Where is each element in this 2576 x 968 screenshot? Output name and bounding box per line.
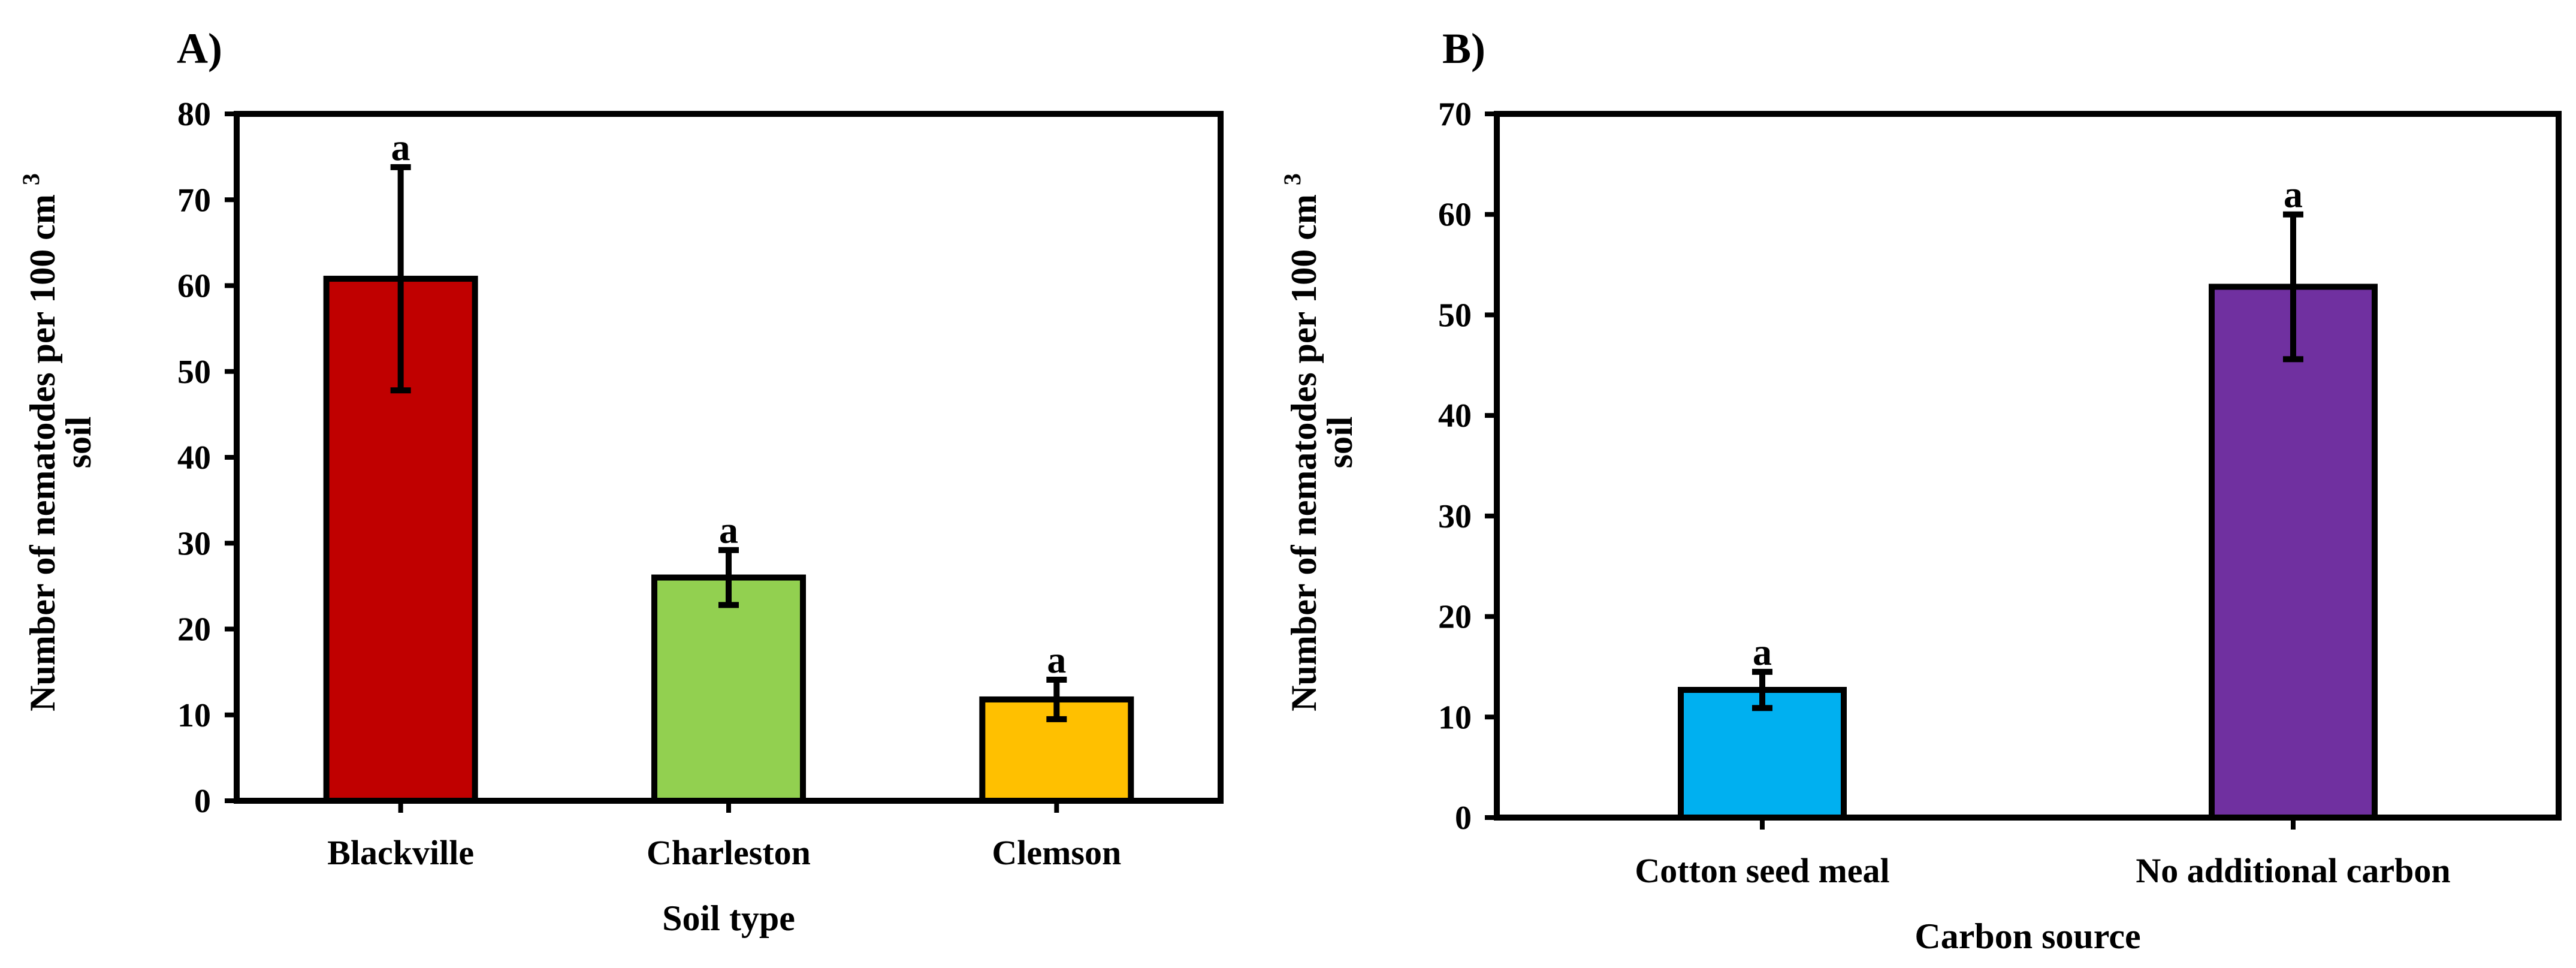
panel-label: B) [1442, 25, 1485, 73]
y-tick-label: 70 [1438, 96, 1472, 133]
y-axis-title-line2: soil [59, 417, 98, 469]
significance-label: a [1047, 638, 1066, 681]
plot-frame [1494, 111, 2562, 821]
panel-a-chart: A) a Blackville a Charleston a Clemson 0 10 20 30 4… [17, 25, 1224, 938]
y-tick-label: 40 [177, 439, 211, 477]
bar [651, 574, 806, 804]
y-tick-label: 70 [177, 182, 211, 219]
y-tick-label: 60 [1438, 197, 1472, 234]
y-axis-title-superscript: 3 [1279, 173, 1306, 185]
y-axis-title: Number of nematodes per 100 cm 3 [1279, 173, 1324, 711]
y-tick-label: 10 [1438, 699, 1472, 736]
x-tick-label: Charleston [647, 833, 811, 872]
y-tick-label: 20 [1438, 599, 1472, 636]
y-tick-label: 10 [177, 697, 211, 734]
y-axis-title-superscript: 3 [17, 173, 44, 185]
y-tick-label: 40 [1438, 397, 1472, 435]
significance-label: a [2284, 173, 2303, 216]
y-axis-title: Number of nematodes per 100 cm 3 [17, 173, 62, 711]
y-tick-label: 50 [177, 354, 211, 391]
y-axis-title-main: Number of nematodes per 100 cm [1284, 185, 1324, 711]
y-tick-label: 80 [177, 96, 211, 133]
panel-b-chart: B) a Cotton seed meal a No additional carbon… [1279, 25, 2562, 956]
significance-label: a [1753, 631, 1772, 673]
significance-label: a [719, 509, 738, 551]
y-tick-label: 0 [194, 783, 211, 820]
x-axis-title: Soil type [662, 898, 795, 938]
y-tick-label: 0 [1455, 800, 1472, 837]
x-tick-label: Clemson [992, 833, 1121, 872]
y-tick-label: 30 [1438, 498, 1472, 535]
x-tick-label: Cotton seed meal [1635, 851, 1889, 890]
x-axis-title: Carbon source [1914, 916, 2140, 956]
y-tick-label: 30 [177, 525, 211, 562]
panel-label: A) [177, 25, 222, 73]
x-tick-label: Blackville [327, 833, 474, 872]
significance-label: a [391, 126, 410, 168]
bar [2209, 284, 2378, 821]
y-tick-label: 50 [1438, 297, 1472, 334]
y-axis-title-line2: soil [1320, 417, 1360, 469]
x-tick-label: No additional carbon [2136, 851, 2450, 890]
y-tick-label: 20 [177, 611, 211, 649]
y-tick-label: 60 [177, 268, 211, 305]
y-axis-title-main: Number of nematodes per 100 cm [23, 185, 62, 711]
